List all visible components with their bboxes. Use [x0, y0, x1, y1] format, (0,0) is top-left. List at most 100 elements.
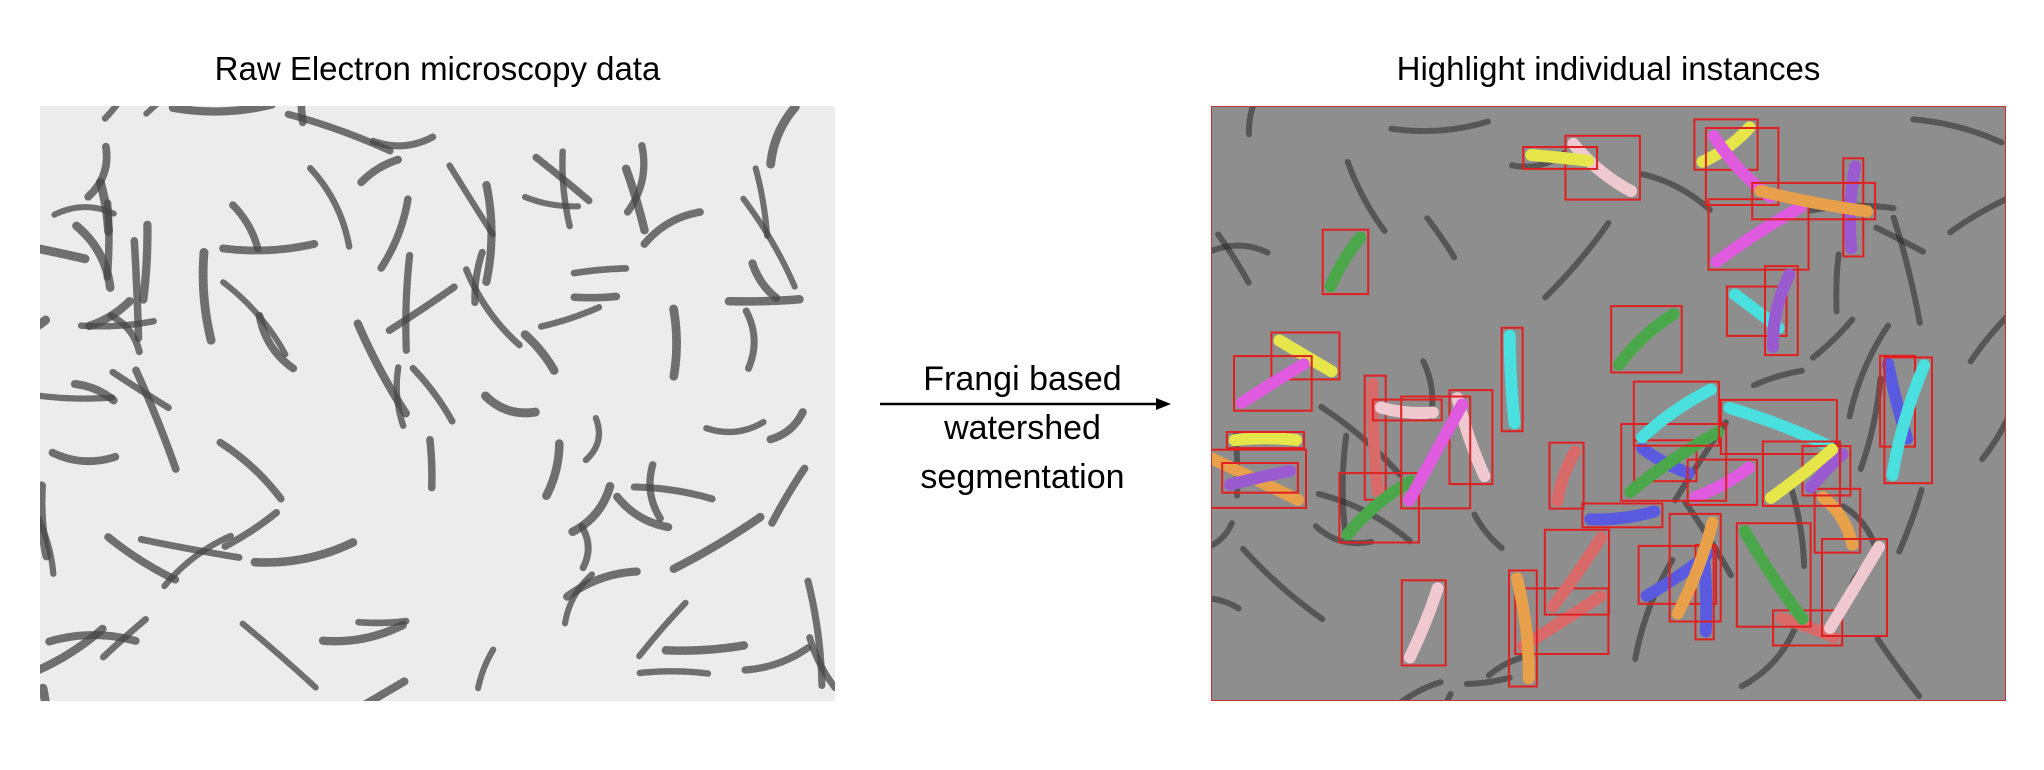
instance-bounding-box: [1813, 487, 1862, 554]
instance-bounding-box: [1633, 439, 1698, 483]
background-filament: [1240, 545, 1326, 623]
background-filament: [1833, 251, 1842, 315]
filament: [130, 236, 143, 342]
filament: [562, 567, 641, 602]
background-filament: [1318, 403, 1403, 478]
background-filament: [1215, 231, 1253, 287]
filament: [255, 311, 298, 373]
filament: [426, 435, 436, 492]
instance-bounding-box: [1321, 228, 1370, 296]
segmented-instance: [1738, 525, 1809, 625]
instance-bounding-box: [1668, 512, 1722, 623]
filament: [220, 279, 289, 358]
process-label: Frangi based watershed segmentation: [880, 355, 1165, 502]
instance-bounding-box: [1508, 569, 1538, 688]
segmented-instance: [1671, 515, 1719, 620]
background-filament: [1890, 214, 1923, 326]
filament: [646, 461, 664, 523]
background-filament: [1857, 375, 1884, 473]
segmented-instance: [1236, 358, 1310, 409]
filament: [160, 532, 234, 591]
filament: [51, 204, 119, 218]
segmented-instance: [1374, 401, 1440, 419]
segmented-instance: [1754, 184, 1874, 218]
instance-bounding-box: [1751, 181, 1877, 221]
filament: [669, 512, 765, 573]
background-filament: [1639, 171, 1713, 213]
instance-bounding-box: [1772, 609, 1844, 647]
process-arrow: [880, 398, 1171, 410]
segmentation-overlay: [1212, 107, 2005, 700]
background-filament: [1738, 623, 1799, 690]
instance-bounding-box: [1564, 134, 1641, 201]
filament: [40, 244, 90, 264]
process-label-line: segmentation: [920, 458, 1125, 496]
filament: [45, 631, 140, 646]
filament: [537, 304, 603, 330]
segmented-instance: [1324, 231, 1367, 293]
filament: [806, 634, 835, 692]
filament: [297, 106, 307, 127]
filament: [766, 106, 800, 169]
filament: [402, 251, 414, 354]
instance-bounding-box: [1693, 118, 1759, 171]
segmented-instance: [1613, 308, 1680, 371]
filament: [40, 315, 51, 330]
background-filament: [1388, 118, 1493, 135]
filament: [520, 330, 559, 375]
background-filament: [1632, 557, 1676, 662]
segmented-instance: [1623, 426, 1725, 499]
filament: [636, 599, 690, 660]
segmented-instance: [1567, 137, 1638, 198]
filament: [661, 641, 749, 655]
filament: [804, 577, 826, 689]
filament: [239, 620, 319, 691]
instance-bounding-box: [1883, 356, 1934, 485]
filament: [570, 292, 621, 302]
filament: [409, 364, 456, 426]
instance-bounding-box: [1221, 462, 1299, 494]
instance-bounding-box: [1686, 458, 1759, 506]
background-filament: [1750, 367, 1805, 389]
instance-bounding-box: [1371, 398, 1443, 422]
filament: [570, 265, 630, 277]
filament: [742, 307, 758, 372]
filament: [740, 195, 798, 290]
filament: [48, 448, 120, 466]
filament: [168, 106, 276, 116]
instance-bounding-box: [1233, 355, 1313, 412]
filament: [741, 644, 812, 674]
background-filament: [1872, 224, 1926, 255]
right-panel-title: Highlight individual instances: [1396, 50, 1821, 87]
instance-bounding-box: [1225, 431, 1305, 450]
segmented-instance: [1546, 531, 1607, 613]
filament: [532, 153, 593, 205]
filament: [40, 683, 50, 701]
background-filament: [1896, 487, 1925, 555]
segmented-instance: [1766, 268, 1796, 354]
segmented-instance: [1228, 432, 1302, 447]
filament: [542, 439, 564, 501]
background-filament: [1967, 314, 2005, 365]
instance-bounding-box: [1400, 395, 1472, 510]
filament: [318, 620, 407, 646]
segmented-instance: [1525, 149, 1596, 167]
filament: [137, 535, 243, 561]
segmented-instance: [1366, 377, 1384, 498]
filament: [636, 668, 712, 677]
segmented-instance: [1824, 541, 1885, 635]
filament: [377, 195, 412, 272]
instance-bounding-box: [1500, 326, 1524, 433]
instance-bounding-box: [1610, 305, 1683, 374]
background-filament: [1947, 196, 2005, 236]
raw-filaments: [40, 106, 835, 701]
instance-bounding-box: [1821, 538, 1888, 637]
filament: [85, 296, 134, 331]
filament: [95, 178, 113, 236]
instance-bounding-box: [1581, 502, 1664, 529]
filament: [768, 464, 809, 527]
background-filament: [1339, 432, 1350, 538]
filament: [481, 391, 540, 418]
filament: [216, 438, 285, 503]
filament: [582, 415, 603, 464]
